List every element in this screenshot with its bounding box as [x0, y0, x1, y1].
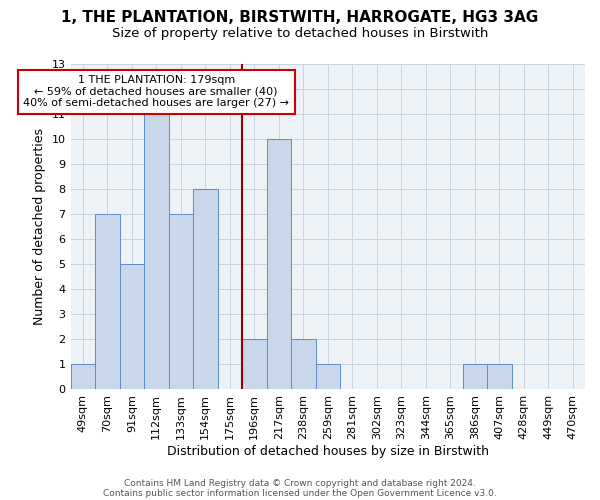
Bar: [71, 364, 95, 389]
Bar: [119, 264, 144, 389]
Text: 1, THE PLANTATION, BIRSTWITH, HARROGATE, HG3 3AG: 1, THE PLANTATION, BIRSTWITH, HARROGATE,…: [61, 10, 539, 25]
Bar: [95, 214, 119, 389]
Text: Contains public sector information licensed under the Open Government Licence v3: Contains public sector information licen…: [103, 488, 497, 498]
Bar: [193, 189, 218, 389]
Text: 1 THE PLANTATION: 179sqm
← 59% of detached houses are smaller (40)
40% of semi-d: 1 THE PLANTATION: 179sqm ← 59% of detach…: [23, 75, 289, 108]
Bar: [291, 339, 316, 389]
Y-axis label: Number of detached properties: Number of detached properties: [33, 128, 46, 325]
Bar: [316, 364, 340, 389]
Bar: [487, 364, 511, 389]
Bar: [242, 339, 266, 389]
Text: Size of property relative to detached houses in Birstwith: Size of property relative to detached ho…: [112, 28, 488, 40]
Bar: [463, 364, 487, 389]
Bar: [169, 214, 193, 389]
Bar: [266, 139, 291, 389]
X-axis label: Distribution of detached houses by size in Birstwith: Distribution of detached houses by size …: [167, 444, 489, 458]
Text: Contains HM Land Registry data © Crown copyright and database right 2024.: Contains HM Land Registry data © Crown c…: [124, 478, 476, 488]
Bar: [144, 114, 169, 389]
